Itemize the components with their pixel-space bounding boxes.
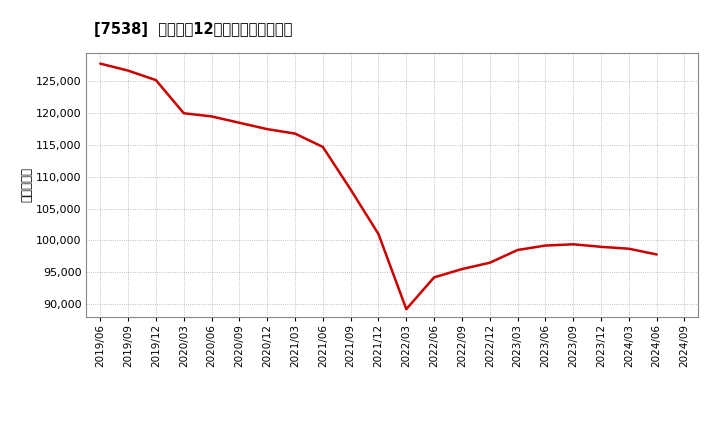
Text: [7538]  売上高の12か月移動合計の推移: [7538] 売上高の12か月移動合計の推移 xyxy=(94,22,292,37)
Y-axis label: （百万円）: （百万円） xyxy=(20,167,33,202)
